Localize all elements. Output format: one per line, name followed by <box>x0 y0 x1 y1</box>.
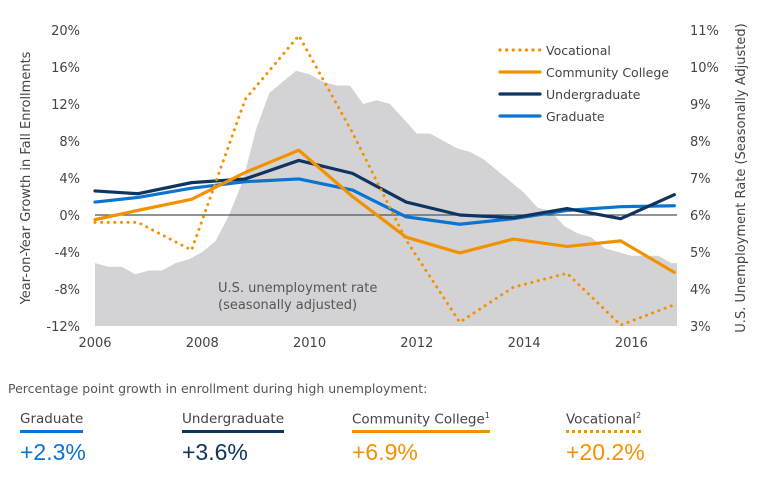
legend-label: Community College <box>546 65 669 80</box>
x-tick-label: 2012 <box>400 336 433 351</box>
summary-value: +6.9% <box>352 439 418 465</box>
y2-tick-label: 8% <box>690 135 711 150</box>
legend-label: Vocational <box>546 43 611 58</box>
y-tick-label: 8% <box>59 135 80 150</box>
y-tick-label: -8% <box>55 283 80 298</box>
y2-tick-label: 4% <box>690 283 711 298</box>
y2-tick-label: 5% <box>690 246 711 261</box>
summary-stat: Undergraduate +3.6% <box>182 408 285 466</box>
summary-label: Community College1 <box>352 411 490 433</box>
y-tick-label: 4% <box>59 172 80 187</box>
summary-label: Undergraduate <box>182 411 285 433</box>
series-line-community-college <box>93 148 676 274</box>
y-axis-label: Year-on-Year Growth in Fall Enrollments <box>19 51 34 305</box>
y-tick-label: -12% <box>46 320 80 335</box>
series-line-undergraduate <box>93 158 676 221</box>
legend-label: Undergraduate <box>546 87 641 102</box>
summary-stat: Community College1 +6.9% <box>352 408 490 466</box>
x-tick-label: 2010 <box>293 336 326 351</box>
legend-label: Graduate <box>546 109 605 124</box>
summary-value: +20.2% <box>566 439 645 465</box>
summary-stat: Graduate +2.3% <box>20 408 86 466</box>
y2-tick-label: 9% <box>690 98 711 113</box>
y-tick-label: -4% <box>55 246 80 261</box>
y2-tick-label: 6% <box>690 209 711 224</box>
summary-label: Vocational2 <box>566 411 642 433</box>
summary-stat: Vocational2 +20.2% <box>566 408 645 466</box>
area-label: (seasonally adjusted) <box>218 298 357 313</box>
x-tick-label: 2016 <box>615 336 648 351</box>
summary-value: +2.3% <box>20 439 86 465</box>
summary-value: +3.6% <box>182 439 248 465</box>
y2-axis-label: U.S. Unemployment Rate (Seasonally Adjus… <box>734 23 749 332</box>
series-line-vocational <box>93 34 676 327</box>
y-tick-label: 12% <box>51 98 80 113</box>
y2-tick-label: 7% <box>690 172 711 187</box>
y-tick-label: 20% <box>51 24 80 39</box>
chart: U.S. unemployment rate (seasonally adjust… <box>19 23 749 351</box>
x-tick-label: 2014 <box>508 336 541 351</box>
y-tick-label: 16% <box>51 61 80 76</box>
y2-tick-label: 10% <box>690 61 719 76</box>
x-tick-label: 2006 <box>78 336 111 351</box>
y-tick-label: 0% <box>59 209 80 224</box>
y2-tick-label: 11% <box>690 24 719 39</box>
summary-label: Graduate <box>20 411 84 433</box>
unemployment-area <box>95 70 677 326</box>
summary-heading: Percentage point growth in enrollment du… <box>8 381 428 396</box>
area-label: U.S. unemployment rate <box>218 281 377 296</box>
x-tick-label: 2008 <box>186 336 219 351</box>
y2-tick-label: 3% <box>690 320 711 335</box>
